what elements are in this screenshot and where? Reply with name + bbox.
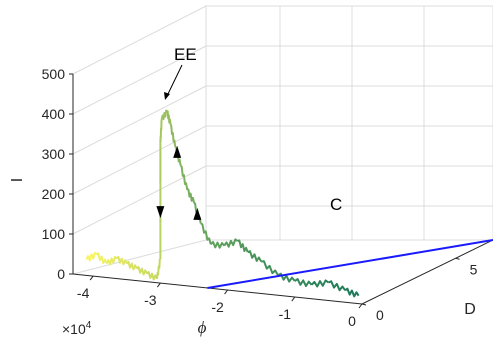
trajectory-segment <box>115 255 128 266</box>
y-axis-ticks: 05 <box>361 257 478 323</box>
trajectory-segment <box>186 188 195 203</box>
trajectory-arrow <box>173 145 182 158</box>
trajectory-segment <box>294 278 313 287</box>
trajectory-segment <box>156 258 162 279</box>
y-tick-mark <box>361 303 367 306</box>
x-axis-exponent-label: ×104 <box>62 320 92 337</box>
x-tick-label: 0 <box>348 313 356 329</box>
direction-arrows <box>156 145 202 220</box>
z-axis-label: I <box>9 178 26 182</box>
annotation-ee: EE <box>174 45 197 64</box>
y-axis-line <box>361 239 493 305</box>
x-tick-mark <box>224 289 228 295</box>
axes-lines <box>72 74 493 305</box>
x-tick-mark <box>89 275 94 281</box>
x-tick-label: -2 <box>211 299 224 315</box>
trajectory-segment <box>126 260 138 271</box>
trajectory-segment <box>210 241 225 249</box>
trajectory-segment <box>247 250 263 262</box>
x-tick-label: -1 <box>279 306 292 322</box>
x-tick-mark <box>358 303 363 309</box>
x-axis-line <box>72 273 363 305</box>
z-tick-label: 300 <box>42 146 66 162</box>
series-layer <box>85 109 493 298</box>
x-axis-ticks: -4 -3 -2 -1 0 <box>77 275 363 329</box>
trajectory-segment <box>105 255 118 266</box>
trajectory-segment <box>327 280 347 292</box>
exponent-base: ×10 <box>62 321 86 337</box>
trajectory-segment <box>160 109 168 121</box>
x-tick-mark <box>156 282 161 288</box>
z-tick-label: 200 <box>42 186 66 202</box>
z-tick-label: 500 <box>42 66 66 82</box>
x-axis-label: ϕ <box>198 318 207 337</box>
trajectory-segment <box>179 164 189 191</box>
trajectory-segment <box>223 238 239 248</box>
y-tick-label: 5 <box>470 261 478 277</box>
z-tick-label: 400 <box>42 106 66 122</box>
exponent-power: 4 <box>86 320 92 331</box>
trajectory-segment <box>261 260 279 276</box>
trajectory-segment <box>136 266 148 276</box>
trajectory-segment <box>85 251 98 262</box>
y-tick-label: 0 <box>376 307 384 323</box>
annotation-ee-pointer-head <box>164 92 170 100</box>
trajectory-segment <box>169 123 177 147</box>
trajectory-segment <box>237 239 249 253</box>
y-tick-mark <box>455 257 460 260</box>
reference-line <box>207 239 493 289</box>
trajectory-arrow <box>156 206 165 219</box>
back-wall-grid <box>72 5 493 275</box>
trajectory-segment <box>95 252 108 264</box>
trajectory-segment <box>344 287 360 298</box>
z-tick-label: 100 <box>42 226 66 242</box>
annotation-ee-pointer <box>166 64 183 97</box>
trajectory-segment <box>146 271 158 281</box>
x-tick-label: -4 <box>77 285 90 301</box>
trajectory-arrow <box>193 207 202 220</box>
trajectory-segment <box>200 222 212 245</box>
z-axis-ticks: 0 100 200 300 400 500 <box>42 66 73 282</box>
annotation-c: C <box>330 195 342 214</box>
trajectory-segment <box>159 119 163 144</box>
y-axis-label: D <box>464 301 476 318</box>
x-tick-mark <box>291 296 296 302</box>
trajectory-segment <box>166 110 172 125</box>
trajectory-segment <box>310 279 329 288</box>
x-tick-label: -3 <box>144 292 157 308</box>
z-tick-label: 0 <box>57 266 65 282</box>
